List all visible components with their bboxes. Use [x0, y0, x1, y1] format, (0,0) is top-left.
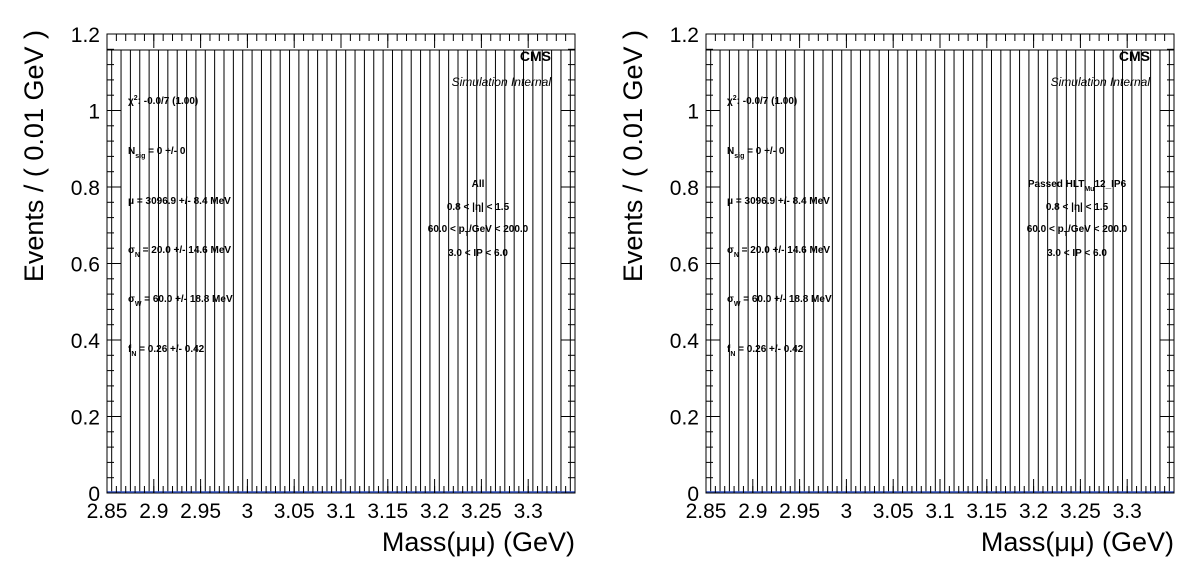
fit-fn: fN = 0.26 +/- 0.42 — [727, 344, 804, 358]
eta-cut-label: 0.8 < |η| < 1.5 — [447, 202, 510, 213]
x-tick-label: 3.2 — [1019, 500, 1048, 523]
y-tick-label: 0.2 — [670, 407, 699, 430]
y-axis-title: Events / ( 0.01 GeV ) — [19, 30, 49, 282]
status-label: Simulation Internal — [452, 75, 552, 89]
y-tick-label: 1 — [88, 101, 100, 124]
y-tick-label: 0.8 — [670, 177, 699, 200]
x-tick-label: 3.1 — [925, 500, 954, 523]
y-tick-label: 0.4 — [71, 330, 101, 353]
x-tick-label: 3 — [242, 500, 254, 523]
chart-panel-2: 0 0.2 0.4 0.6 0.8 1 1.2 2.85 2.9 2.95 3 3.05 3.1 3.15… — [618, 24, 1175, 557]
x-tick-label: 2.95 — [180, 500, 221, 523]
x-tick-label: 3.3 — [1113, 500, 1142, 523]
x-tick-label: 3.2 — [420, 500, 449, 523]
fit-nsig: Nsig = 0 +/- 0 — [727, 146, 785, 160]
x-tick-label: 3.05 — [873, 500, 914, 523]
x-tick-label: 2.95 — [779, 500, 820, 523]
x-tick-label: 2.85 — [87, 500, 128, 523]
x-tick-label: 3.25 — [461, 500, 502, 523]
category-label: All — [472, 179, 485, 190]
y-tick-label: 1.2 — [71, 24, 100, 47]
x-tick-label: 2.9 — [738, 500, 767, 523]
x-tick-label: 3.1 — [326, 500, 355, 523]
y-tick-label: 0 — [88, 483, 100, 506]
x-tick-label: 2.85 — [686, 500, 727, 523]
fit-sigma-w: σW = 60.0 +/- 18.8 MeV — [727, 294, 832, 308]
y-tick-label: 0.6 — [670, 254, 699, 277]
y-tick-label: 0.4 — [670, 330, 700, 353]
fit-mu: μ = 3096.9 +/- 8.4 MeV — [727, 196, 830, 207]
fit-sigma-w: σW = 60.0 +/- 18.8 MeV — [128, 294, 233, 308]
x-tick-label: 3.15 — [966, 500, 1007, 523]
fit-fn: fN = 0.26 +/- 0.42 — [128, 344, 205, 358]
ip-cut-label: 3.0 < IP < 6.0 — [448, 248, 508, 259]
fit-chi2: χ2: -0.0/7 (1.00) — [128, 95, 198, 107]
fit-chi2: χ2: -0.0/7 (1.00) — [727, 95, 797, 107]
y-tick-label: 0 — [687, 483, 699, 506]
fit-sigma-n: σN = 20.0 +/- 14.6 MeV — [727, 245, 830, 259]
y-tick-label: 0.2 — [71, 407, 100, 430]
ip-cut-label: 3.0 < IP < 6.0 — [1047, 248, 1107, 259]
x-axis-title: Mass(μμ) (GeV) — [981, 527, 1174, 557]
y-tick-label: 1 — [687, 101, 699, 124]
experiment-label: CMS — [1119, 48, 1150, 64]
pt-cut-label: 60.0 < pT/GeV < 200.0 — [1027, 224, 1128, 238]
y-tick-label: 1.2 — [670, 24, 699, 47]
fit-nsig: Nsig = 0 +/- 0 — [128, 146, 186, 160]
x-axis-title: Mass(μμ) (GeV) — [382, 527, 575, 557]
category-label: Passed HLTMu12_IP6 — [1028, 179, 1127, 193]
x-tick-label: 2.9 — [139, 500, 168, 523]
experiment-label: CMS — [520, 48, 551, 64]
x-tick-label: 3.25 — [1060, 500, 1101, 523]
y-tick-label: 0.8 — [71, 177, 100, 200]
eta-cut-label: 0.8 < |η| < 1.5 — [1046, 202, 1109, 213]
chart-panel-1: 0 0.2 0.4 0.6 0.8 1 1.2 2.85 2.9 2.95 3 3.05 3.1 3.15… — [19, 24, 576, 557]
status-label: Simulation Internal — [1051, 75, 1151, 89]
x-tick-label: 3.15 — [367, 500, 408, 523]
y-tick-label: 0.6 — [71, 254, 100, 277]
x-tick-label: 3.3 — [514, 500, 543, 523]
y-axis-title: Events / ( 0.01 GeV ) — [618, 30, 648, 282]
fit-mu: μ = 3096.9 +/- 8.4 MeV — [128, 196, 231, 207]
fit-sigma-n: σN = 20.0 +/- 14.6 MeV — [128, 245, 231, 259]
pt-cut-label: 60.0 < pT/GeV < 200.0 — [428, 224, 529, 238]
x-tick-label: 3 — [841, 500, 853, 523]
x-tick-label: 3.05 — [274, 500, 315, 523]
